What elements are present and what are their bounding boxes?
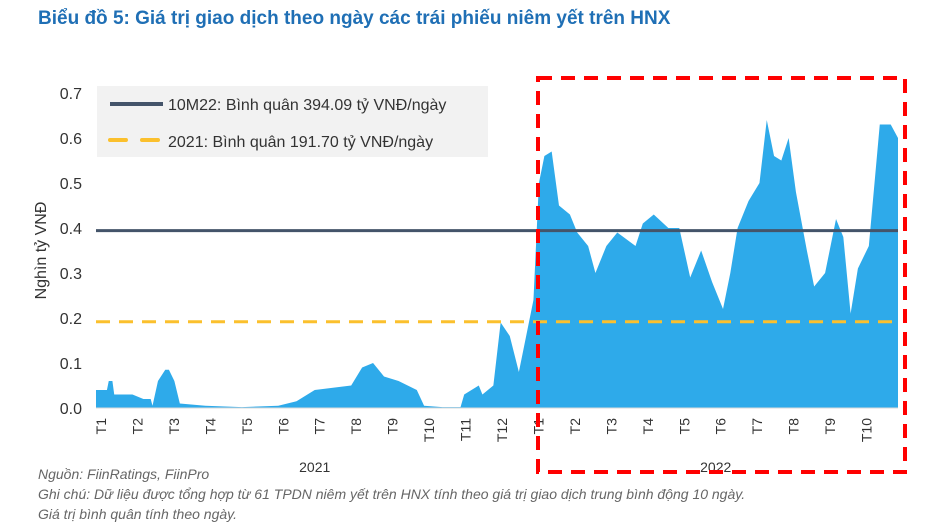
x-tick-label: T9	[385, 418, 401, 435]
y-axis-label: Nghìn tỷ VNĐ	[33, 202, 50, 300]
x-tick-label: T10	[859, 418, 875, 442]
x-tick-label: T3	[603, 418, 619, 435]
y-tick-label: 0.2	[60, 311, 82, 328]
legend-box	[97, 86, 488, 157]
x-tick-label: T4	[202, 418, 218, 435]
x-tick-label: T4	[640, 418, 656, 435]
footnote-2: Giá trị bình quân tính theo ngày.	[38, 506, 237, 522]
source-note: Nguồn: FiinRatings, FiinPro	[38, 466, 210, 482]
y-tick-label: 0.0	[60, 401, 82, 418]
x-tick-label: T8	[786, 418, 802, 435]
highlight-box-2022	[536, 76, 907, 474]
x-tick-label: T8	[348, 418, 364, 435]
y-tick-label: 0.4	[60, 221, 82, 238]
x-tick-label: T6	[713, 418, 729, 435]
year-label: 2022	[700, 459, 731, 475]
y-tick-label: 0.7	[60, 86, 82, 103]
x-tick-label: T2	[567, 418, 583, 435]
year-label: 2021	[299, 459, 330, 475]
y-tick-label: 0.6	[60, 131, 82, 148]
y-tick-label: 0.1	[60, 356, 82, 373]
x-tick-label: T7	[312, 418, 328, 435]
x-tick-label: T12	[494, 418, 510, 442]
chart-title: Biểu đồ 5: Giá trị giao dịch theo ngày c…	[38, 8, 671, 29]
footnote: Ghi chú: Dữ liệu được tổng hợp từ 61 TPD…	[38, 486, 746, 502]
x-tick-label: T7	[749, 418, 765, 435]
y-tick-label: 0.5	[60, 176, 82, 193]
legend-label: 2021: Bình quân 191.70 tỷ VNĐ/ngày	[168, 134, 433, 151]
x-tick-label: T1	[93, 418, 109, 435]
y-tick-label: 0.3	[60, 266, 82, 283]
x-tick-label: T9	[822, 418, 838, 435]
x-tick-label: T6	[275, 418, 291, 435]
x-tick-label: T11	[458, 418, 474, 441]
x-tick-label: T10	[421, 418, 437, 442]
area-series	[96, 120, 898, 408]
x-tick-label: T5	[676, 418, 692, 435]
legend-label: 10M22: Bình quân 394.09 tỷ VNĐ/ngày	[168, 97, 446, 114]
x-tick-label: T5	[239, 418, 255, 435]
x-tick-label: T2	[129, 418, 145, 435]
x-tick-label: T3	[166, 418, 182, 435]
